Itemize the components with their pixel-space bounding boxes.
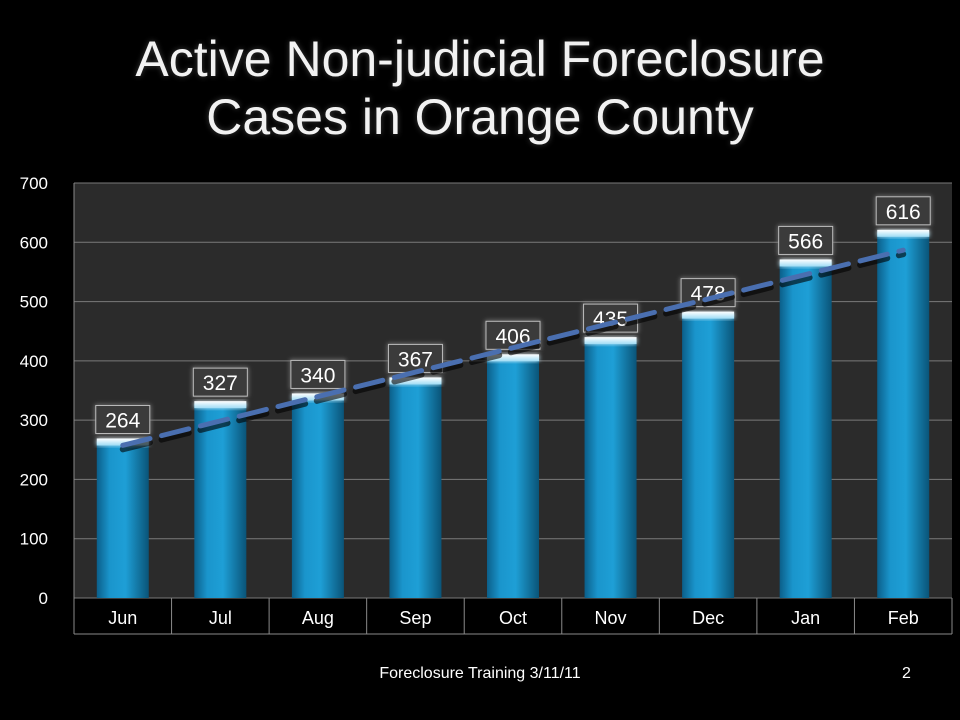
x-tick-label: Aug <box>302 608 334 628</box>
data-label-box <box>95 404 151 434</box>
bar <box>779 262 832 598</box>
bar-highlight <box>584 337 637 345</box>
bar <box>877 232 930 599</box>
x-tick-label: Dec <box>692 608 724 628</box>
data-label-box <box>290 359 346 389</box>
bar <box>682 314 735 598</box>
bar-highlight <box>194 401 247 409</box>
x-tick-label: Sep <box>399 608 431 628</box>
bar <box>194 404 247 598</box>
bar-highlight <box>389 377 442 385</box>
x-tick-label: Jul <box>209 608 232 628</box>
x-tick-label: Nov <box>595 608 627 628</box>
data-label: 327 <box>203 372 238 395</box>
x-tick-label: Jun <box>108 608 137 628</box>
x-tick-label: Oct <box>499 608 527 628</box>
bar <box>584 340 637 598</box>
bar-highlight <box>487 354 539 362</box>
trendline <box>120 247 906 448</box>
x-tick-label: Jan <box>791 608 820 628</box>
bar-highlight <box>682 311 735 319</box>
y-tick-label: 300 <box>20 411 48 430</box>
bar <box>487 357 539 598</box>
y-tick-label: 500 <box>20 293 48 312</box>
data-label: 264 <box>105 409 140 432</box>
bar-highlight <box>779 259 832 267</box>
data-label-box <box>875 196 931 226</box>
bar <box>96 441 149 598</box>
page-number: 2 <box>902 665 911 682</box>
data-label: 367 <box>398 348 433 371</box>
y-tick-label: 200 <box>20 470 48 489</box>
data-label: 340 <box>300 364 335 387</box>
y-tick-label: 400 <box>20 352 48 371</box>
slide-title: Active Non-judicial Foreclosure Cases in… <box>0 30 960 146</box>
data-label: 616 <box>886 201 921 224</box>
data-label: 406 <box>495 325 530 348</box>
y-tick-label: 100 <box>20 530 48 549</box>
footer-text: Foreclosure Training 3/11/11 <box>379 665 581 682</box>
y-tick-label: 600 <box>20 233 48 252</box>
title-line-2: Cases in Orange County <box>206 89 754 145</box>
y-tick-label: 700 <box>20 174 48 193</box>
trendline-shadow <box>119 251 907 453</box>
data-label-box <box>192 367 248 397</box>
y-tick-label: 0 <box>39 589 48 608</box>
data-label-box <box>778 225 834 255</box>
bar <box>291 396 344 598</box>
title-line-1: Active Non-judicial Foreclosure <box>135 31 825 87</box>
bar <box>389 380 442 598</box>
data-label: 566 <box>788 230 823 253</box>
x-tick-label: Feb <box>888 608 919 628</box>
bar-highlight <box>877 229 930 237</box>
bar-highlight <box>96 438 149 446</box>
